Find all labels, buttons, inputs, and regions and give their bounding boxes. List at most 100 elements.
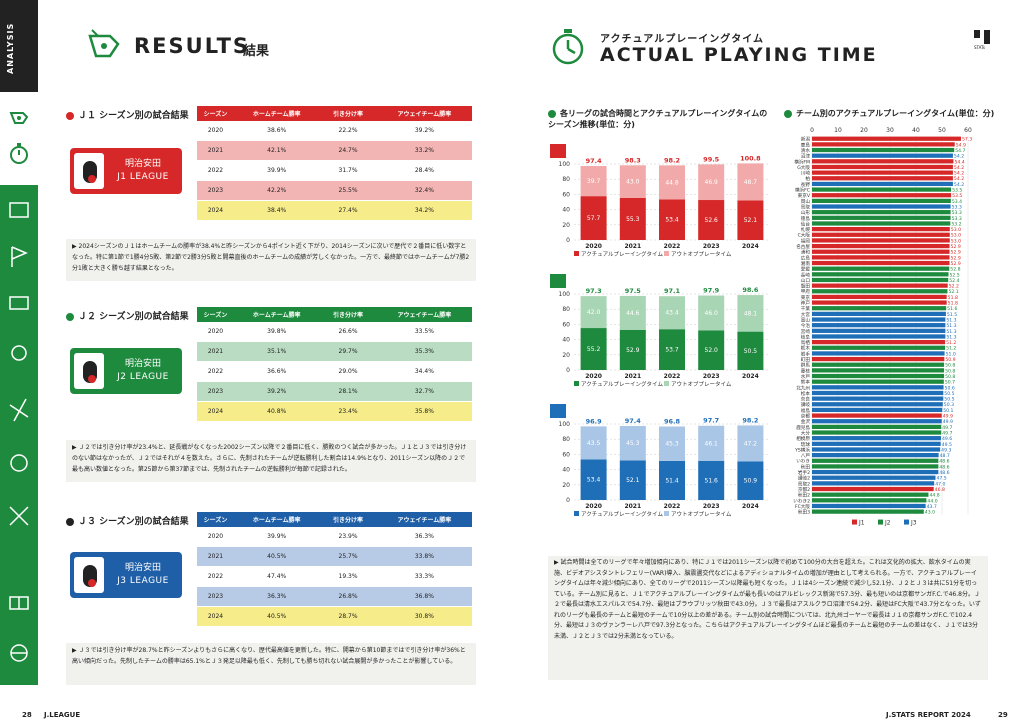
j2-logo-line2: J2 LEAGUE xyxy=(117,372,169,382)
apt-value-label: 53.4 xyxy=(587,477,601,484)
team-value-label: 51.3 xyxy=(946,323,956,329)
x-tick-label: 2024 xyxy=(742,243,759,250)
table-cell: 29.7% xyxy=(319,341,377,362)
team-value-label: 54.2 xyxy=(954,165,964,171)
y-tick-label: 20 xyxy=(562,222,570,229)
x-tick-label: 2020 xyxy=(585,243,602,250)
team-name-label: 徳島 xyxy=(801,215,811,222)
team-name-label: 長崎 xyxy=(801,271,811,278)
table-row: 2023 36.3% 26.8% 36.8% xyxy=(197,586,472,607)
table-row: 2020 39.8% 26.6% 33.5% xyxy=(197,322,472,342)
table-header-row: シーズン ホームチーム勝率 引き分け率 アウェイチーム勝率 xyxy=(197,307,472,322)
team-value-label: 51.2 xyxy=(946,346,956,352)
outofplay-bar xyxy=(698,164,725,201)
j1-results-heading: Ｊ１ シーズン別の試合結果 xyxy=(66,108,189,121)
stopwatch-icon xyxy=(0,136,38,170)
total-value-label: 97.5 xyxy=(625,287,642,295)
legend-label-apt: アクチュアルプレーイングタイム xyxy=(581,250,663,258)
table-cell: 40.8% xyxy=(234,401,320,422)
table-row: 2022 36.6% 29.0% 34.4% xyxy=(197,361,472,382)
table-cell: 2020 xyxy=(197,527,234,547)
team-bar xyxy=(812,198,951,203)
total-value-label: 96.9 xyxy=(586,417,603,425)
out-value-label: 43.5 xyxy=(587,440,601,447)
team-value-label: 53.0 xyxy=(951,238,961,244)
column-header: アウェイチーム勝率 xyxy=(376,512,472,527)
table-cell: 34.2% xyxy=(376,200,472,221)
sidebar-tab-analysis[interactable]: ANALYSIS xyxy=(0,0,38,92)
team-name-label: 琉球 xyxy=(801,441,811,448)
team-value-label: 50.5 xyxy=(944,397,954,403)
team-bar xyxy=(812,368,945,373)
column-header: アウェイチーム勝率 xyxy=(376,307,472,322)
left-page-number: 28 xyxy=(22,711,32,719)
team-value-label: 49.7 xyxy=(942,430,952,436)
team-bar xyxy=(812,503,926,509)
team-name-label: 岩手2 xyxy=(798,469,810,476)
apt-bar xyxy=(698,460,725,500)
apt-value-label: 52.0 xyxy=(705,347,719,354)
table-cell: 36.8% xyxy=(376,586,472,607)
team-bar xyxy=(812,142,955,147)
y-tick-label: 80 xyxy=(562,176,570,183)
team-value-label: 50.9 xyxy=(945,357,955,363)
total-value-label: 97.1 xyxy=(664,287,681,295)
apt-value-label: 53.7 xyxy=(665,347,679,354)
column-header: シーズン xyxy=(197,307,234,322)
team-bar xyxy=(812,136,961,141)
team-name-label: 京都2 xyxy=(798,486,810,493)
team-value-label: 54.2 xyxy=(954,171,964,177)
outofplay-bar xyxy=(619,425,646,461)
team-bar xyxy=(812,323,946,328)
x-tick-label: 2021 xyxy=(624,373,641,380)
apt-bar xyxy=(659,460,685,500)
team-bar xyxy=(812,469,939,475)
team-value-label: 53.3 xyxy=(952,210,962,216)
legend-label-j3: J3 xyxy=(910,520,917,527)
table-header-row: シーズン ホームチーム勝率 引き分け率 アウェイチーム勝率 xyxy=(197,512,472,527)
team-name-label: 山口 xyxy=(801,277,811,284)
team-name-label: 水戸 xyxy=(801,373,811,380)
table-cell: 2024 xyxy=(197,606,234,627)
table-row: 2023 42.2% 25.5% 32.4% xyxy=(197,180,472,201)
table-cell: 2024 xyxy=(197,200,234,221)
team-name-label: 磐田 xyxy=(801,283,811,290)
table-cell: 39.9% xyxy=(234,527,320,547)
team-name-label: 讃岐2 xyxy=(798,475,810,482)
team-name-label: YS横浜 xyxy=(794,446,810,453)
team-name-label: 岡山 xyxy=(801,198,811,205)
apt-chart-j2: 0 20 40 60 80 100 55.2 42.0 97.3 2020 52.9 44.6 97.5… xyxy=(550,274,770,388)
j2-results-heading-text: Ｊ２ シーズン別の試合結果 xyxy=(78,312,189,322)
apt-bar xyxy=(619,197,646,240)
column-header: 引き分け率 xyxy=(319,307,377,322)
x-tick-label: 2022 xyxy=(664,373,681,380)
j3-results-heading-text: Ｊ３ シーズン別の試合結果 xyxy=(78,517,189,527)
team-value-label: 51.3 xyxy=(946,334,956,340)
outofplay-bar xyxy=(580,426,607,460)
table-cell: 36.6% xyxy=(234,361,320,382)
team-bar xyxy=(812,402,943,407)
apt-chart-heading: 各リーグの試合時間とアクチュアルプレーイングタイムのシーズン推移(単位：分) xyxy=(548,108,770,130)
legend-swatch-j3 xyxy=(904,519,909,525)
team-bar xyxy=(812,210,951,215)
legend-swatch-out xyxy=(664,251,669,256)
apt-value-label: 57.7 xyxy=(587,215,601,222)
table-cell: 33.5% xyxy=(376,322,472,342)
team-value-label: 50.3 xyxy=(944,402,954,408)
team-value-label: 53.5 xyxy=(952,188,962,194)
y-tick-label: 100 xyxy=(559,421,571,428)
jstats-logo-icon: STATs xyxy=(972,28,994,54)
y-tick-label: 80 xyxy=(562,306,570,313)
team-value-label: 51.2 xyxy=(946,340,956,346)
table-cell: 40.5% xyxy=(234,606,320,627)
team-value-label: 52.5 xyxy=(950,272,960,278)
team-name-label: いわき xyxy=(796,458,810,465)
team-name-label: 熊本 xyxy=(801,379,811,386)
team-name-label: 名古屋 xyxy=(796,243,810,250)
apt-bar xyxy=(580,459,607,500)
sidebar-icon-strip xyxy=(0,185,38,685)
legend-label-j2: J2 xyxy=(884,520,891,527)
out-value-label: 48.7 xyxy=(744,179,758,186)
team-bar xyxy=(812,227,950,232)
table-cell: 38.4% xyxy=(234,200,320,221)
